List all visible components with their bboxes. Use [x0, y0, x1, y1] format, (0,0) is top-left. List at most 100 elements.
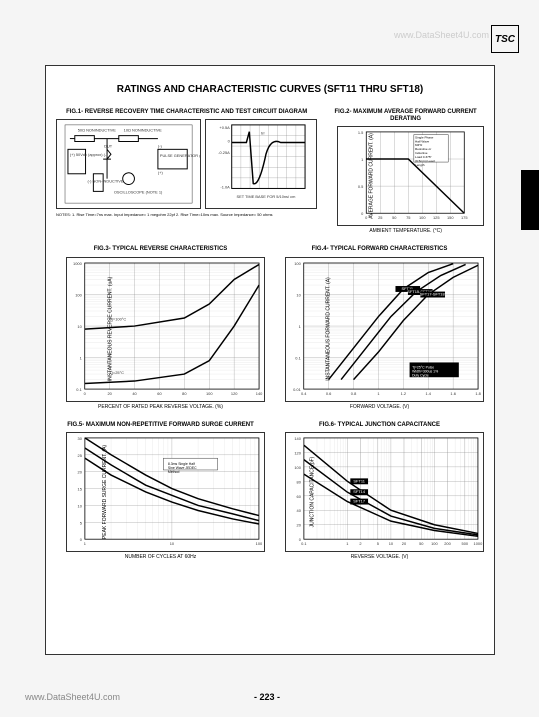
fig2-chart: AVERAGE FORWARD CURRENT. (A) 0 25 50 75 100 1…	[337, 126, 484, 226]
page-number: - 223 -	[254, 692, 280, 702]
svg-text:200: 200	[444, 541, 451, 546]
svg-text:15: 15	[78, 486, 83, 491]
watermark-top: www.DataSheet4U.com	[394, 30, 489, 40]
fig4: FIG.4- TYPICAL FORWARD CHARACTERISTICS I…	[275, 246, 484, 409]
svg-text:100: 100	[206, 391, 213, 396]
fig1-circuit: 50Ω NONINDUCTIVE 10Ω NONINDUCTIVE DUT	[56, 119, 201, 209]
svg-text:150: 150	[447, 215, 454, 220]
fig2-ylabel: AVERAGE FORWARD CURRENT. (A)	[369, 134, 375, 219]
svg-text:5: 5	[80, 520, 83, 525]
svg-text:SFT14: SFT14	[353, 489, 366, 494]
svg-text:30: 30	[78, 436, 83, 441]
svg-text:0: 0	[80, 537, 83, 542]
svg-text:125: 125	[433, 215, 440, 220]
row-2: FIG.3- TYPICAL REVERSE CHARACTERISTICS I…	[56, 246, 484, 409]
svg-text:(-) NON-INDUCTIVE: (-) NON-INDUCTIVE	[88, 179, 124, 184]
svg-text:140: 140	[294, 436, 301, 441]
fig1-scope: +0.5A0-0.25A-1.0ASET TIME BASE FOR 5/10n…	[205, 119, 317, 209]
svg-text:1.6: 1.6	[450, 391, 456, 396]
svg-text:1.4: 1.4	[426, 391, 432, 396]
fig4-title: FIG.4- TYPICAL FORWARD CHARACTERISTICS	[275, 246, 484, 253]
svg-text:1: 1	[346, 541, 348, 546]
svg-text:1000: 1000	[73, 261, 83, 266]
svg-text:0.5: 0.5	[358, 184, 364, 189]
svg-text:0: 0	[228, 139, 231, 144]
fig5: FIG.5- MAXIMUM NON-REPETITIVE FORWARD SU…	[56, 422, 265, 560]
svg-text:10: 10	[389, 541, 394, 546]
svg-text:100: 100	[256, 541, 263, 546]
svg-text:40: 40	[297, 508, 302, 513]
fig1: FIG.1- REVERSE RECOVERY TIME CHARACTERIS…	[56, 109, 317, 234]
svg-text:120: 120	[294, 450, 301, 455]
fig5-xlabel: NUMBER OF CYCLES AT 60Hz	[56, 554, 265, 560]
svg-text:50: 50	[392, 215, 397, 220]
svg-text:0.1: 0.1	[301, 541, 306, 546]
svg-text:25: 25	[378, 215, 383, 220]
svg-text:500: 500	[462, 541, 469, 546]
svg-text:PULSE GENERATOR (NOTE 2): PULSE GENERATOR (NOTE 2)	[160, 153, 200, 158]
fig6-title: FIG.6- TYPICAL JUNCTION CAPACITANCE	[275, 422, 484, 429]
row-3: FIG.5- MAXIMUM NON-REPETITIVE FORWARD SU…	[56, 422, 484, 560]
svg-text:SFT11: SFT11	[353, 478, 364, 483]
svg-text:1000: 1000	[474, 541, 483, 546]
svg-text:5: 5	[377, 541, 380, 546]
fig1-title: FIG.1- REVERSE RECOVERY TIME CHARACTERIS…	[56, 109, 317, 116]
row-1: FIG.1- REVERSE RECOVERY TIME CHARACTERIS…	[56, 109, 484, 234]
svg-text:0.1: 0.1	[76, 387, 81, 392]
fig6: FIG.6- TYPICAL JUNCTION CAPACITANCE JUNC…	[275, 422, 484, 560]
svg-text:10: 10	[170, 541, 175, 546]
svg-text:20: 20	[297, 522, 302, 527]
svg-text:1.8: 1.8	[475, 391, 481, 396]
tsc-logo: TSC	[491, 25, 519, 53]
svg-text:SFT17: SFT17	[353, 498, 365, 503]
svg-text:OSCILLOSCOPE (NOTE 1): OSCILLOSCOPE (NOTE 1)	[114, 190, 163, 195]
svg-text:0.01: 0.01	[293, 387, 301, 392]
fig6-chart: JUNCTION CAPACITANCE(pF) 0.1 1 2 5 10 20 50 100…	[285, 432, 484, 552]
svg-text:25: 25	[78, 453, 83, 458]
svg-text:+0.5A: +0.5A	[220, 125, 231, 130]
side-tab	[521, 170, 539, 230]
content: RATINGS AND CHARACTERISTIC CURVES (SFT11…	[45, 65, 495, 655]
main-title: RATINGS AND CHARACTERISTIC CURVES (SFT11…	[56, 84, 484, 95]
svg-text:8.3ms Single HalfSine Wave JED: 8.3ms Single HalfSine Wave JEDECMethod	[168, 462, 197, 474]
fig2: FIG.2- MAXIMUM AVERAGE FORWARD CURRENT D…	[327, 109, 484, 234]
svg-text:2: 2	[359, 541, 361, 546]
fig6-xlabel: REVERSE VOLTAGE. (V)	[275, 554, 484, 560]
svg-text:50: 50	[419, 541, 424, 546]
fig6-ylabel: JUNCTION CAPACITANCE(pF)	[309, 456, 315, 527]
svg-text:trr: trr	[261, 131, 265, 136]
svg-text:1: 1	[377, 391, 379, 396]
svg-text:100: 100	[294, 465, 301, 470]
svg-text:140: 140	[256, 391, 263, 396]
svg-text:(+): (+)	[158, 170, 164, 175]
svg-text:20: 20	[402, 541, 407, 546]
svg-text:0: 0	[84, 391, 87, 396]
svg-text:1.2: 1.2	[401, 391, 406, 396]
svg-text:100: 100	[75, 292, 82, 297]
fig4-chart: INSTANTANEOUS FORWARD CURRENT. (A) 0.40.…	[285, 257, 484, 402]
svg-text:(-): (-)	[158, 144, 163, 149]
fig5-ylabel: PEAK FORWARD SURGE CURRENT. (A)	[102, 445, 108, 539]
svg-text:60: 60	[157, 391, 162, 396]
svg-text:75: 75	[406, 215, 411, 220]
svg-text:SET TIME BASE FOR 5/10ns/ cm: SET TIME BASE FOR 5/10ns/ cm	[237, 194, 296, 199]
svg-text:(+) 50Vdc (approx) (-): (+) 50Vdc (approx) (-)	[70, 152, 108, 157]
svg-text:10: 10	[296, 292, 301, 297]
svg-text:20: 20	[78, 469, 83, 474]
fig3: FIG.3- TYPICAL REVERSE CHARACTERISTICS I…	[56, 246, 265, 409]
svg-text:60: 60	[297, 494, 302, 499]
svg-text:0.8: 0.8	[351, 391, 357, 396]
fig3-xlabel: PERCENT OF RATED PEAK REVERSE VOLTAGE. (…	[56, 404, 265, 410]
fig3-ylabel: INSTANTANEOUS REVERSE CURRENT. (uA)	[107, 277, 113, 382]
svg-text:0: 0	[361, 212, 364, 217]
svg-text:100: 100	[294, 261, 301, 266]
svg-text:1: 1	[361, 157, 363, 162]
svg-text:50Ω NONINDUCTIVE: 50Ω NONINDUCTIVE	[78, 128, 116, 133]
fig5-chart: PEAK FORWARD SURGE CURRENT. (A) 1 10 100 0 5…	[66, 432, 265, 552]
svg-text:10Ω NONINDUCTIVE: 10Ω NONINDUCTIVE	[124, 128, 162, 133]
svg-text:20: 20	[107, 391, 112, 396]
svg-text:100: 100	[419, 215, 426, 220]
fig5-title: FIG.5- MAXIMUM NON-REPETITIVE FORWARD SU…	[56, 422, 265, 429]
svg-text:1: 1	[84, 541, 86, 546]
svg-text:-1.0A: -1.0A	[221, 185, 231, 190]
